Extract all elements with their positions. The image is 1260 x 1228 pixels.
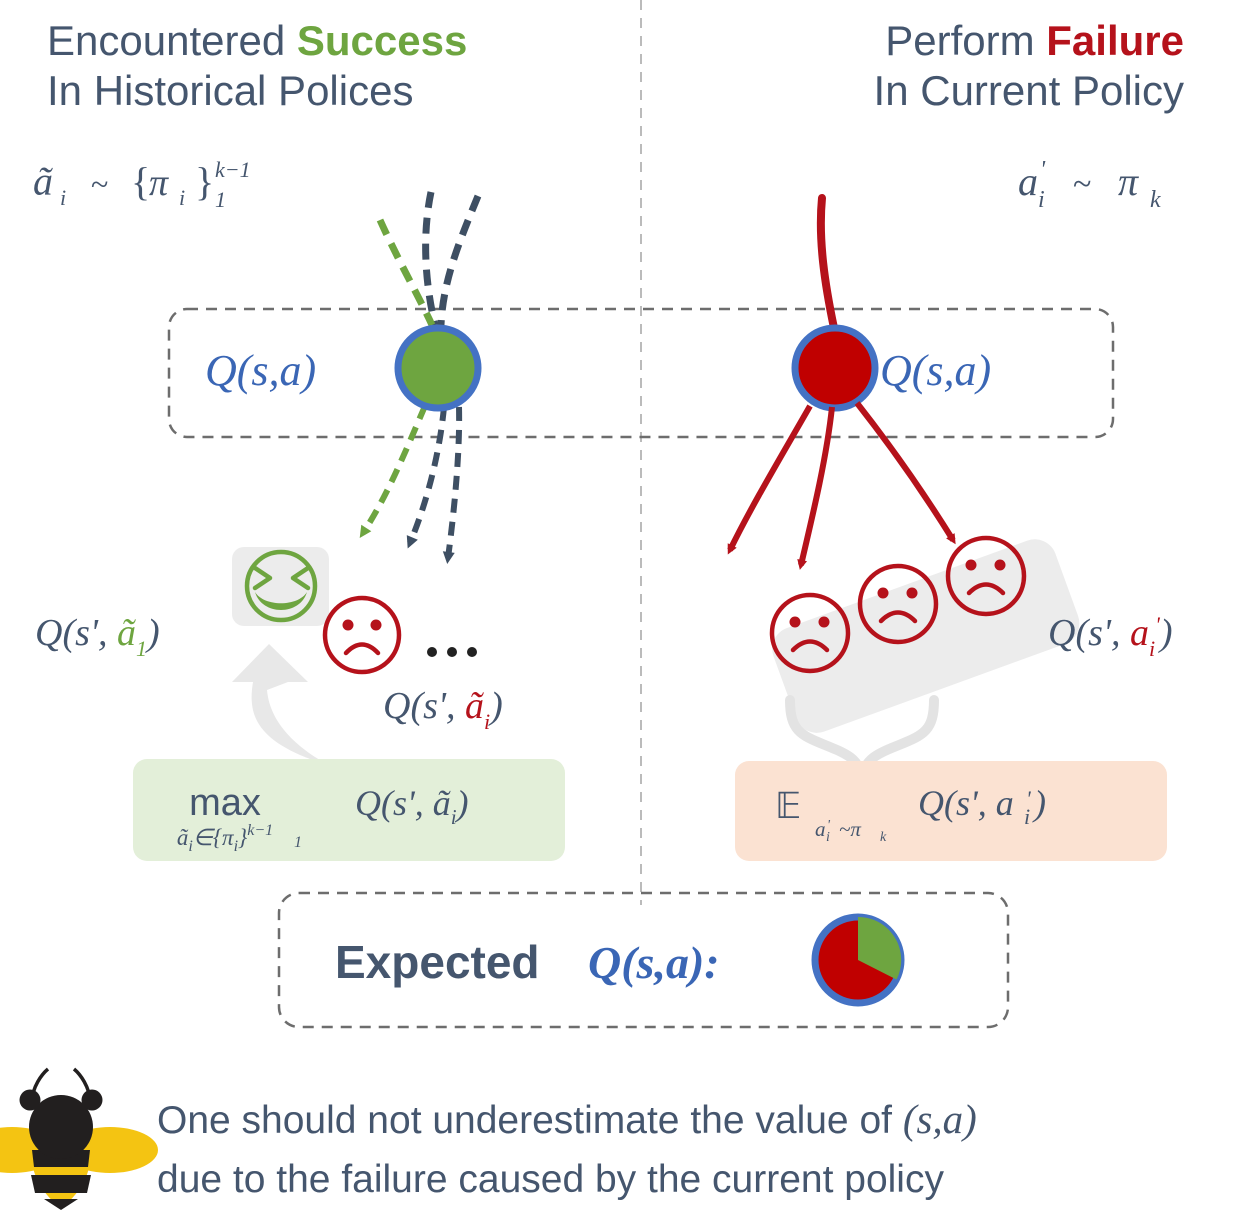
svg-text:max: max [189, 782, 261, 824]
svg-text:): ) [1032, 783, 1046, 823]
svg-text:Q(s,a):: Q(s,a): [588, 937, 720, 988]
svg-text:Expected: Expected [335, 936, 540, 988]
svg-text:Q(s', a: Q(s', a [918, 783, 1014, 823]
svg-text:Q(s', ai'): Q(s', ai') [1048, 612, 1173, 661]
svg-text:': ' [1026, 786, 1031, 811]
svg-text:k: k [880, 830, 887, 845]
svg-text:𝔼: 𝔼 [775, 786, 801, 826]
svg-text:a: a [815, 817, 826, 841]
svg-text:~π: ~π [839, 817, 861, 841]
svg-text:Q(s', ãi): Q(s', ãi) [383, 685, 503, 734]
svg-text:1: 1 [294, 834, 302, 851]
svg-text:Q(s', ã1): Q(s', ã1) [35, 612, 160, 661]
